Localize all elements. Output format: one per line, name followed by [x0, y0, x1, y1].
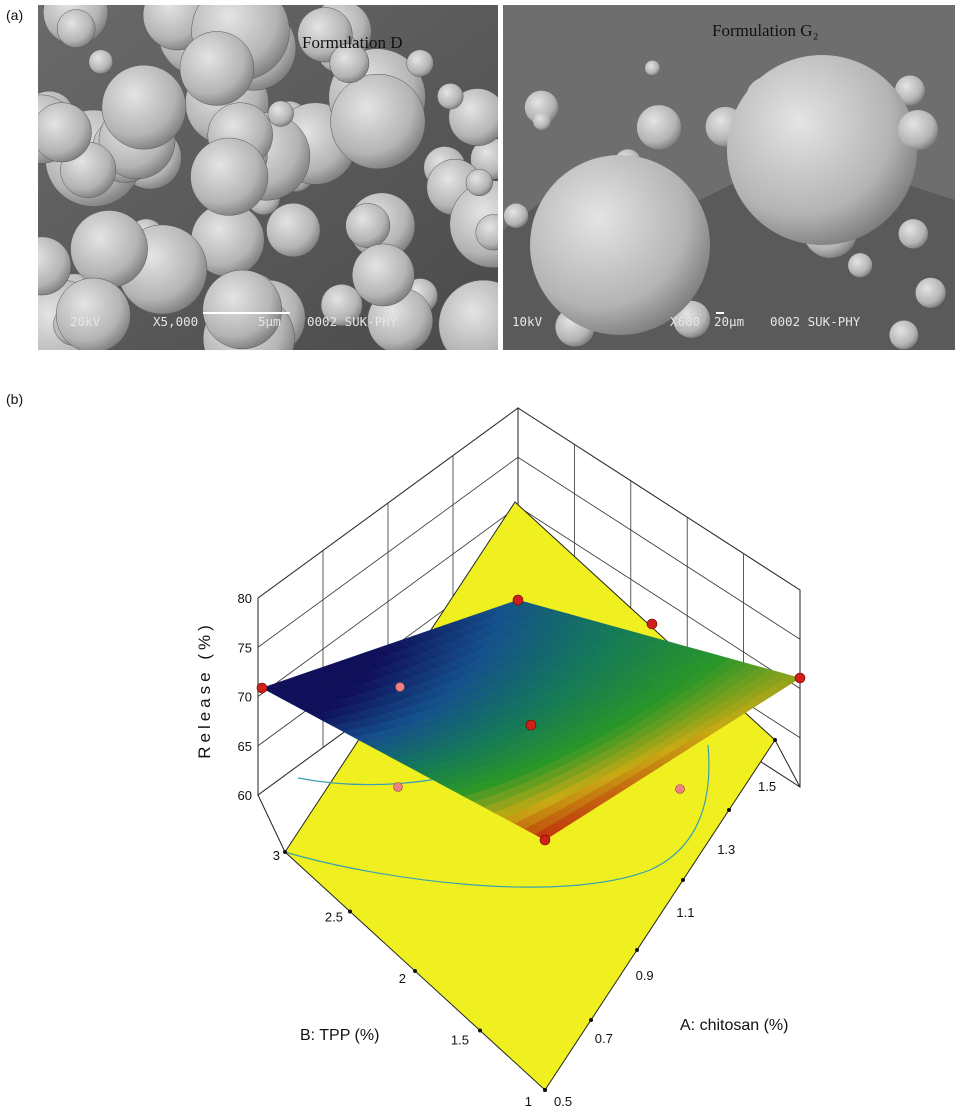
- b-tick-label: 1: [525, 1094, 532, 1109]
- a-tick-label: 0.7: [595, 1031, 613, 1046]
- box-edge: [258, 795, 285, 852]
- design-point: [676, 785, 685, 794]
- design-point: [526, 720, 536, 730]
- scale-info: 5μm: [258, 314, 281, 329]
- particle: [466, 169, 493, 196]
- a-tick-label: 1.1: [676, 905, 694, 920]
- scale-info: 0002 SUK-PHY: [307, 314, 398, 329]
- design-point: [795, 673, 805, 683]
- b-tick-label: 1.5: [451, 1033, 469, 1048]
- figure: (a) (b) Formulation D Formulation G₂ 20k…: [0, 0, 956, 1112]
- scale-info: X600: [670, 314, 700, 329]
- image-caption: Formulation D: [302, 33, 403, 52]
- particle: [268, 101, 294, 127]
- a-axis-title: A: chitosan (%): [680, 1017, 788, 1034]
- a-tick-label: 0.5: [554, 1094, 572, 1109]
- b-tick: [478, 1029, 482, 1033]
- particle: [437, 83, 463, 109]
- a-tick: [543, 1088, 547, 1092]
- particle: [32, 103, 91, 162]
- a-tick: [589, 1018, 593, 1022]
- scale-info: X5,000: [153, 314, 198, 329]
- panel-label: (b): [6, 391, 23, 407]
- particle: [407, 50, 434, 77]
- z-tick-label: 70: [238, 690, 252, 705]
- particle: [530, 155, 710, 335]
- scale-info: 20μm: [714, 314, 744, 329]
- b-tick: [413, 969, 417, 973]
- design-point: [513, 595, 523, 605]
- design-point: [257, 683, 267, 693]
- a-tick: [635, 948, 639, 952]
- particle: [352, 244, 414, 306]
- surface-plot: 60 65 70 75 80 1 1.5 2 2.5 3 0.5 0.7 0.9 1.1 1.3 1.5: [238, 408, 805, 1109]
- particle: [191, 138, 268, 215]
- image-caption: Formulation G₂: [712, 21, 819, 40]
- b-tick-label: 2.5: [325, 910, 343, 925]
- z-tick-label: 65: [238, 739, 252, 754]
- z-axis-title: Release (%): [195, 621, 214, 759]
- particle: [57, 10, 95, 48]
- scale-info: 10kV: [512, 314, 543, 329]
- b-axis-title: B: TPP (%): [300, 1027, 379, 1044]
- panel-label: (a): [6, 7, 23, 23]
- particle: [898, 110, 938, 150]
- b-tick: [283, 850, 287, 854]
- a-tick: [727, 808, 731, 812]
- b-tick-label: 2: [399, 971, 406, 986]
- b-tick-label: 3: [273, 848, 280, 863]
- particle: [331, 74, 426, 169]
- particle: [346, 203, 390, 247]
- design-point: [396, 683, 405, 692]
- particle: [203, 270, 282, 349]
- design-point: [394, 783, 403, 792]
- particle: [71, 210, 148, 287]
- scale-info: 0002 SUK-PHY: [770, 314, 861, 329]
- particle: [504, 204, 528, 228]
- particle: [533, 112, 551, 130]
- particle: [848, 253, 872, 277]
- particle: [727, 55, 917, 245]
- b-tick: [348, 910, 352, 914]
- particle: [102, 65, 186, 149]
- particle: [89, 50, 113, 74]
- z-tick-label: 75: [238, 640, 252, 655]
- sem-image: [503, 5, 955, 350]
- design-point: [647, 619, 657, 629]
- a-tick: [773, 738, 777, 742]
- particle: [13, 237, 71, 295]
- particle: [180, 31, 254, 105]
- particle: [899, 219, 928, 248]
- a-tick: [681, 878, 685, 882]
- particle: [916, 278, 946, 308]
- design-point: [540, 835, 550, 845]
- z-tick-label: 80: [238, 591, 252, 606]
- particle: [637, 105, 681, 149]
- z-tick-label: 60: [238, 788, 252, 803]
- particle: [266, 203, 320, 257]
- a-tick-label: 1.5: [758, 779, 776, 794]
- scale-info: 20kV: [70, 314, 101, 329]
- particle: [889, 321, 918, 350]
- particle: [645, 61, 660, 76]
- a-tick-label: 0.9: [636, 968, 654, 983]
- a-tick-label: 1.3: [717, 842, 735, 857]
